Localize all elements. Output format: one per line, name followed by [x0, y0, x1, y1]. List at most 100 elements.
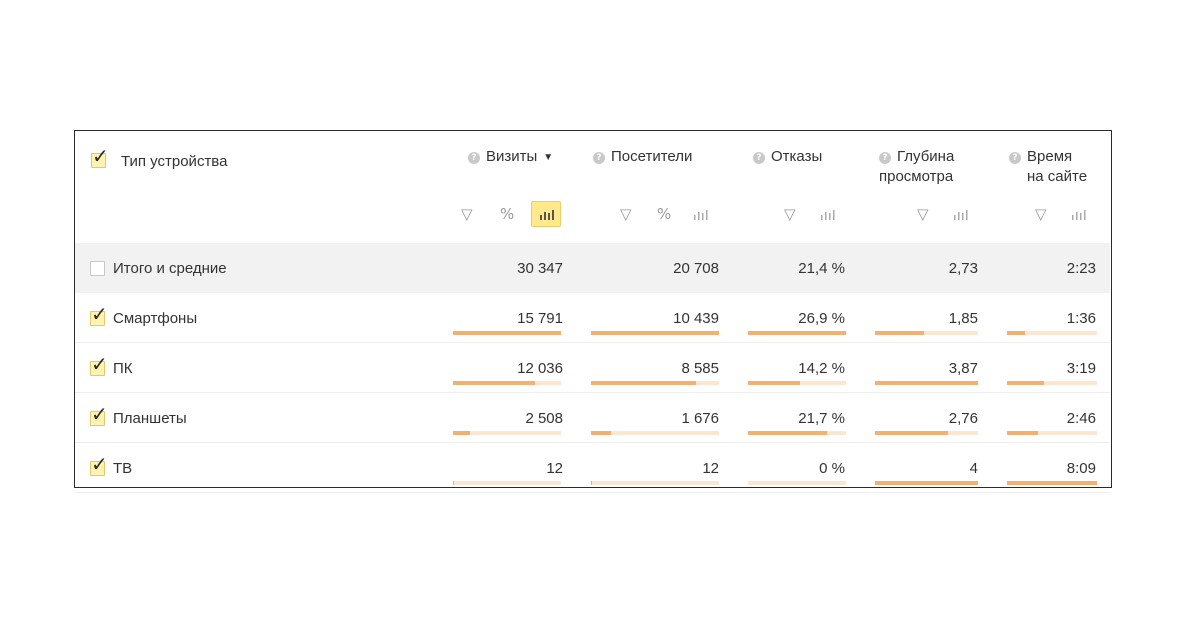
share-bar-fill: [1007, 481, 1097, 485]
share-bar: [1007, 381, 1097, 385]
metric-value: 30 347: [517, 260, 563, 277]
column-label-line2: на сайте: [1027, 168, 1088, 185]
column-header-visitors[interactable]: ? Посетители: [593, 147, 692, 167]
metric-value: 3,87: [948, 360, 978, 377]
share-bar-fill: [591, 331, 719, 335]
metric-value: 15 791: [517, 310, 563, 327]
column-label: Посетители: [611, 148, 693, 165]
share-bar-fill: [875, 431, 948, 435]
share-bar: [453, 381, 561, 385]
metric-value: 12 036: [517, 360, 563, 377]
share-bar-fill: [1007, 381, 1044, 385]
share-bar: [875, 431, 978, 435]
filter-icon[interactable]: ▽: [917, 205, 929, 223]
row-label: ТВ: [113, 460, 133, 477]
share-bar: [591, 331, 719, 335]
row-checkbox[interactable]: ✓: [90, 304, 108, 326]
filter-icon[interactable]: ▽: [1035, 205, 1047, 223]
row-checkbox[interactable]: ✓: [90, 354, 108, 376]
table-row[interactable]: ✓ Смартфоны 15 791 10 439 26,9 % 1,85 1:36: [75, 293, 1110, 343]
share-bar: [1007, 481, 1097, 485]
bar-chart-icon: [954, 210, 968, 220]
share-bar-fill: [453, 381, 535, 385]
metric-value: 2 508: [525, 410, 563, 427]
metric-value: 2:46: [1066, 410, 1096, 427]
share-bar-fill: [591, 431, 611, 435]
share-bar-fill: [591, 481, 592, 485]
percent-toggle[interactable]: %: [657, 205, 672, 223]
table-row[interactable]: ✓ ТВ 12 12 0 % 4 8:09: [75, 443, 1110, 493]
filter-icon[interactable]: ▽: [461, 205, 473, 223]
row-label: Планшеты: [113, 410, 187, 427]
share-bar: [875, 481, 978, 485]
metric-value: 8:09: [1066, 460, 1096, 477]
metric-value: 1:36: [1066, 310, 1096, 327]
table-row[interactable]: ✓ ПК 12 036 8 585 14,2 % 3,87 3:19: [75, 343, 1110, 393]
column-label-line2: просмотра: [879, 168, 954, 185]
help-icon[interactable]: ?: [1009, 152, 1021, 164]
bar-chart-toggle[interactable]: [820, 209, 838, 221]
bar-chart-icon: [540, 210, 554, 220]
share-bar-fill: [875, 481, 978, 485]
share-bar-fill: [453, 431, 470, 435]
share-bar: [453, 431, 561, 435]
bar-chart-toggle[interactable]: [1071, 209, 1089, 221]
bar-chart-toggle[interactable]: [953, 209, 971, 221]
row-checkbox[interactable]: [90, 261, 105, 276]
filter-icon[interactable]: ▽: [784, 205, 796, 223]
row-checkbox[interactable]: ✓: [90, 404, 108, 426]
metric-value: 4: [969, 460, 978, 477]
metric-value: 14,2 %: [798, 360, 845, 377]
report-table: ✓ Тип устройства ? Визиты ▼ ? Посетители ? О…: [74, 130, 1112, 493]
metric-value: 21,4 %: [798, 260, 845, 277]
help-icon[interactable]: ?: [753, 152, 765, 164]
totals-row[interactable]: Итого и средние 30 347 20 708 21,4 % 2,73 2:2…: [75, 243, 1110, 293]
metric-value: 1 676: [681, 410, 719, 427]
share-bar-fill: [875, 331, 924, 335]
checkmark-icon: ✓: [92, 144, 109, 168]
help-icon[interactable]: ?: [593, 152, 605, 164]
metric-value: 2,76: [948, 410, 978, 427]
column-header-visits[interactable]: ? Визиты ▼: [468, 147, 553, 168]
table-row[interactable]: ✓ Планшеты 2 508 1 676 21,7 % 2,76 2:46: [75, 393, 1110, 443]
share-bar-fill: [453, 481, 454, 485]
metric-value: 8 585: [681, 360, 719, 377]
share-bar: [591, 381, 719, 385]
share-bar: [748, 381, 846, 385]
share-bar-fill: [748, 431, 827, 435]
metric-value: 26,9 %: [798, 310, 845, 327]
column-header-depth[interactable]: ? Глубина просмотра: [879, 147, 954, 187]
filter-icon[interactable]: ▽: [620, 205, 632, 223]
row-checkbox[interactable]: ✓: [90, 454, 108, 476]
column-label: Глубина: [897, 148, 955, 165]
metric-value: 12: [702, 460, 719, 477]
metric-value: 0 %: [819, 460, 845, 477]
share-bar: [591, 481, 719, 485]
help-icon[interactable]: ?: [468, 152, 480, 164]
select-all-checkbox[interactable]: ✓: [91, 146, 109, 168]
row-label: Смартфоны: [113, 310, 198, 327]
column-label: Отказы: [771, 148, 823, 165]
share-bar: [453, 331, 561, 335]
share-bar: [591, 431, 719, 435]
share-bar-fill: [453, 331, 561, 335]
bar-chart-toggle[interactable]: [531, 201, 561, 227]
bar-chart-toggle[interactable]: [693, 209, 711, 221]
checkmark-icon: ✓: [91, 402, 108, 426]
share-bar: [453, 481, 561, 485]
metric-value: 2,73: [948, 260, 978, 277]
help-icon[interactable]: ?: [879, 152, 891, 164]
share-bar-fill: [1007, 431, 1038, 435]
share-bar: [748, 331, 846, 335]
share-bar-fill: [875, 381, 978, 385]
metric-value: 20 708: [673, 260, 719, 277]
bar-chart-icon: [1072, 210, 1086, 220]
metric-value: 10 439: [673, 310, 719, 327]
sort-desc-icon[interactable]: ▼: [543, 152, 554, 163]
column-header-bounces[interactable]: ? Отказы: [753, 147, 822, 167]
share-bar-fill: [748, 331, 846, 335]
percent-toggle[interactable]: %: [500, 205, 515, 223]
column-header-time[interactable]: ? Время на сайте: [1009, 147, 1087, 187]
row-label: ПК: [113, 360, 133, 377]
share-bar: [875, 381, 978, 385]
